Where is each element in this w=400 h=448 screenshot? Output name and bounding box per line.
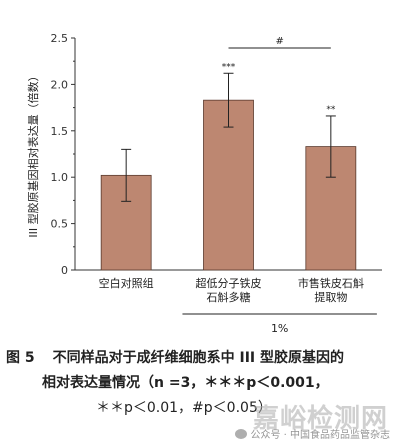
caption-line-3: ＊＊p＜0.01，#p＜0.05） [96, 400, 272, 416]
figure-caption: 图 5 不同样品对于成纤维细胞系中 III 型胶原基因的 相对表达量情况（n =3… [6, 346, 394, 421]
bar [203, 99, 254, 271]
significance-label: *** [222, 62, 236, 72]
bar-chart: 0 0.5 1.0 1.5 2.0 2.5 III 型胶原基因相对表达量（倍数） 空白对照组… [26, 32, 382, 335]
y-tick-label: 1.5 [51, 125, 69, 138]
figure-number: 图 5 [6, 350, 35, 366]
chart-labels: III 型胶原基因相对表达量（倍数） 空白对照组 *** 超低分子铁皮石斛多糖 ** 市售… [26, 36, 377, 335]
bracket-label: # [275, 36, 283, 47]
watermark-text: 嘉峪检测网 [252, 404, 388, 434]
x-tick-label: 市售铁皮石斛提取物 [298, 276, 364, 304]
y-tick-label: 2.5 [51, 32, 69, 45]
y-axis-title: III 型胶原基因相对表达量（倍数） [26, 70, 40, 237]
x-tick-label: 超低分子铁皮石斛多糖 [196, 276, 262, 304]
y-tick-label: 0 [61, 264, 68, 277]
x-axis-title: 1% [271, 322, 288, 335]
y-tick-label: 2.0 [51, 78, 69, 91]
x-tick-label: 空白对照组 [99, 276, 154, 290]
watermark-account-label: 公众号 · 中国食品药品监管杂志 [250, 430, 390, 441]
caption-line-2: 相对表达量情况（n =3，＊＊＊p＜0.001， [42, 375, 329, 391]
caption-title: 不同样品对于成纤维细胞系中 III 型胶原基因的 [52, 350, 344, 366]
significance-label: ** [326, 105, 336, 115]
chart-bars [100, 72, 357, 271]
watermark-account: 公众号 · 中国食品药品监管杂志 [235, 426, 390, 441]
wechat-icon [235, 428, 248, 439]
y-tick-label: 1.0 [51, 171, 69, 184]
y-tick-label: 0.5 [51, 218, 69, 231]
